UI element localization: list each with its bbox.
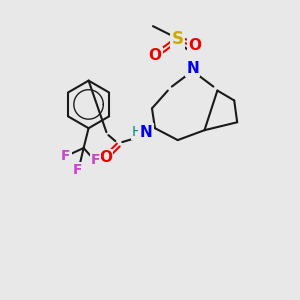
Text: F: F — [61, 149, 70, 163]
Text: F: F — [91, 153, 100, 167]
Text: O: O — [99, 150, 112, 165]
Text: F: F — [73, 163, 82, 177]
Text: H: H — [132, 125, 142, 139]
Text: O: O — [148, 48, 161, 63]
Text: N: N — [186, 61, 199, 76]
Text: O: O — [188, 38, 201, 53]
Text: N: N — [140, 125, 152, 140]
Text: S: S — [172, 30, 184, 48]
